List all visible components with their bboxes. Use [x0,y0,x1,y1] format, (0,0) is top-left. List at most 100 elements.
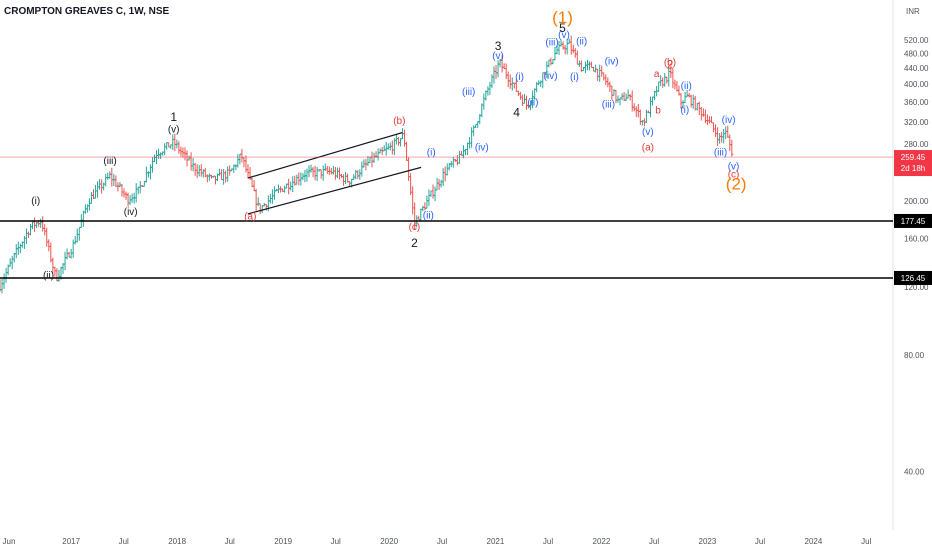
ohlc-bar [122,188,126,198]
ohlc-bar [608,81,612,92]
ohlc-bar [486,86,490,96]
ohlc-bar [81,210,85,227]
ohlc-bar [309,164,313,173]
ohlc-bar [205,174,209,183]
ohlc-bar [92,189,96,200]
wave-label: (iv) [124,207,138,218]
ohlc-bar [87,198,91,211]
ohlc-bar [77,227,81,241]
ohlc-bar [75,228,79,243]
ohlc-bar [197,165,201,177]
wave-label: (b) [664,58,676,69]
ohlc-bar [41,216,45,232]
ohlc-bar [502,63,506,70]
ohlc-bar [283,185,287,193]
ohlc-bar [571,44,575,54]
ohlc-bar [299,172,303,186]
ohlc-bar [207,173,211,181]
ohlc-bar [716,127,720,146]
ohlc-bar [148,164,152,180]
ohlc-bar [423,202,427,211]
ohlc-bar [386,143,390,150]
ohlc-bar [0,278,4,294]
y-tick-label: 520.00 [904,36,929,45]
ohlc-bar [427,189,431,206]
ohlc-bar [313,165,317,181]
ohlc-bar [689,94,693,108]
ohlc-bar [136,186,140,195]
ohlc-bar [433,186,437,202]
support-price-label: 126.45 [901,274,926,283]
ohlc-bar [305,168,309,182]
ohlc-bar [315,166,319,182]
ohlc-bar [104,173,108,187]
wave-label: (v) [168,125,180,136]
ohlc-bar [439,179,443,188]
ohlc-bar [476,121,480,128]
ohlc-bar [89,192,93,204]
ohlc-bar [394,134,398,145]
ohlc-bar [57,269,61,282]
ohlc-bar [703,109,707,124]
wave-label: a [654,69,660,80]
support-price-label: 177.45 [901,217,926,226]
ohlc-bar [238,153,242,165]
y-tick-label: 200.00 [904,197,929,206]
ohlc-bar [364,159,368,171]
ohlc-bar [218,168,222,176]
ohlc-bar [707,116,711,124]
ohlc-bar [250,177,254,188]
ohlc-bar [138,181,142,194]
ohlc-bar [45,227,49,247]
ohlc-bar [319,169,323,179]
ohlc-bar [222,168,226,185]
ohlc-bar [173,133,177,152]
ohlc-bar [114,175,118,187]
ohlc-bar [618,97,622,106]
ohlc-bar [126,192,130,207]
ohlc-bar [124,191,128,200]
ohlc-bar [628,93,632,101]
ohlc-bar [163,143,167,156]
ohlc-bar [705,114,709,126]
ohlc-bar [195,164,199,179]
ohlc-bar [246,164,250,178]
wave-label: (ii) [43,271,54,282]
ohlc-bar [134,183,138,203]
wave-label: (v) [728,161,740,172]
wave-label: 4 [513,106,520,120]
ohlc-bar [289,181,293,191]
y-tick-label: 400.00 [904,80,929,89]
wave-label: (a) [244,211,256,222]
ohlc-bar [726,125,730,138]
wave-label: (iii) [714,147,727,158]
wave-label: 3 [495,39,502,53]
x-tick-label: 2019 [274,537,292,546]
ohlc-bar [226,166,230,182]
ohlc-bar [626,89,630,99]
ohlc-bar [152,154,156,163]
ohlc-bar [165,142,169,150]
ohlc-bar [258,203,262,215]
ohlc-bar [620,93,624,101]
ohlc-bar [691,94,695,109]
ohlc-bar [270,189,274,204]
ohlc-bar [490,74,494,88]
ohlc-bar [466,142,470,156]
ohlc-bar [547,59,551,68]
ohlc-bar [712,122,716,133]
ohlc-bar [510,77,514,91]
ohlc-bar [358,169,362,180]
ohlc-bar [728,134,732,152]
wave-label: (iii) [103,156,116,167]
ohlc-bar [323,163,327,171]
ohlc-bar [508,74,512,89]
ohlc-bar [661,77,665,88]
ohlc-bar [585,59,589,71]
ohlc-bar [683,91,687,104]
ohlc-bar [344,171,348,185]
wave-label: (c) [728,169,740,180]
y-tick-label: 160.00 [904,234,929,243]
ohlc-bar [516,90,520,96]
